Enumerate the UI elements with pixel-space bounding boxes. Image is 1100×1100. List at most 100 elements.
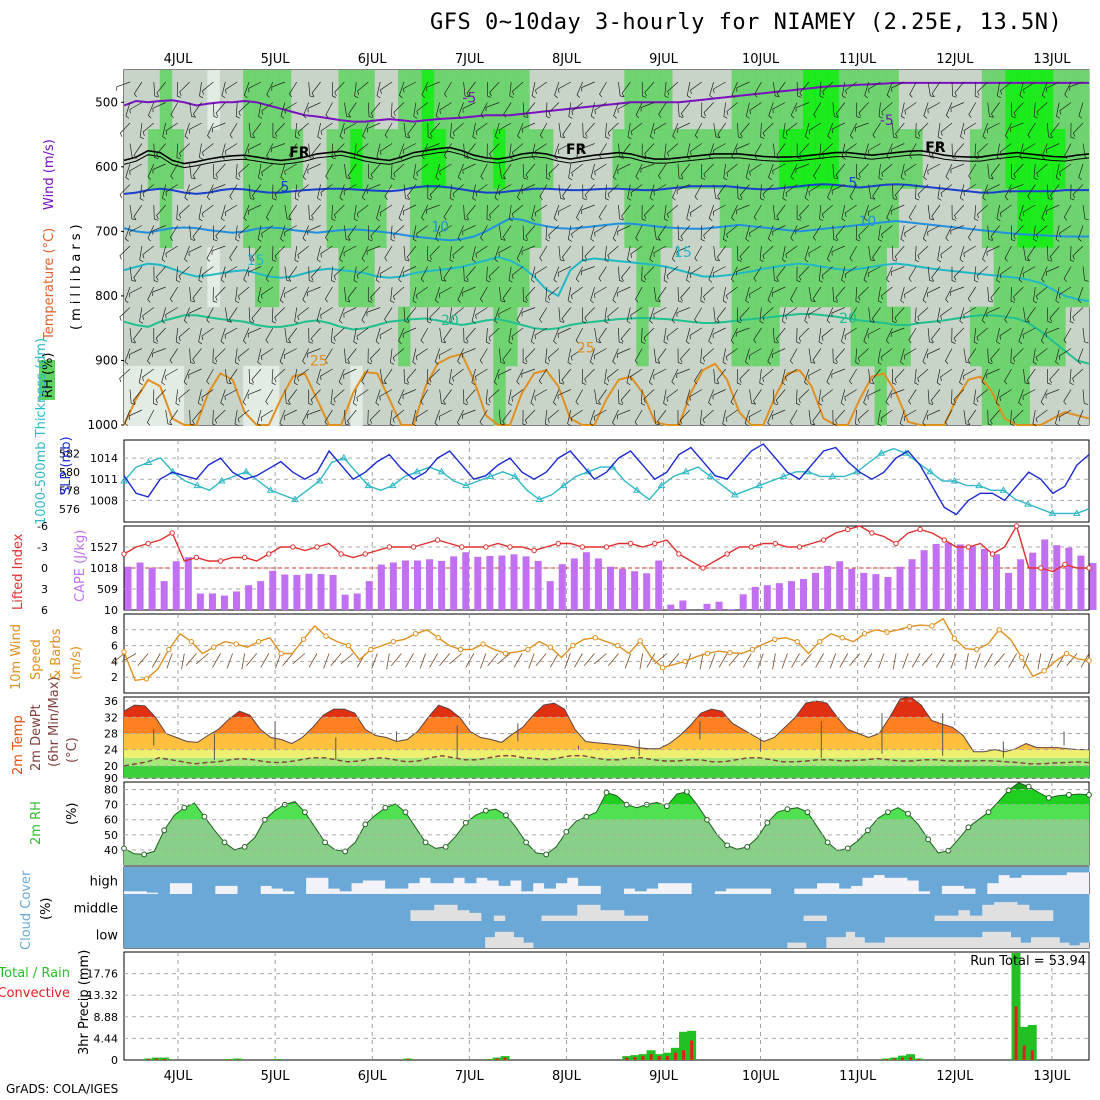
cloud-cell — [305, 867, 318, 878]
wind-barb — [739, 245, 750, 261]
wind-speed-line-point — [637, 638, 643, 644]
thickness-line-point — [755, 481, 764, 489]
lifted-index-line-point — [820, 537, 827, 543]
wind-barb — [864, 81, 869, 99]
wind-barb — [516, 368, 524, 385]
wind-barb — [521, 122, 536, 133]
wind-barb — [353, 204, 358, 222]
wind-barb — [228, 307, 238, 323]
wind-barb — [1023, 368, 1030, 385]
cape-bar — [160, 581, 168, 610]
cloud-cell — [913, 921, 924, 938]
rh-point — [603, 789, 610, 796]
wind-barb — [383, 368, 393, 385]
lifted-index-line-point — [989, 551, 996, 557]
wind-barb-10m — [757, 653, 764, 669]
wind-barb — [812, 286, 822, 303]
wind-barb — [475, 184, 488, 197]
wind-barb-10m — [439, 653, 450, 667]
wind-barb-10m — [1008, 653, 1017, 668]
wind-barb — [617, 225, 631, 236]
precip-convective-bar — [649, 1054, 653, 1060]
wind-barb — [280, 163, 286, 181]
date-label-bottom: 4JUL — [164, 1069, 194, 1084]
wind-barb — [201, 143, 214, 157]
wind-barb — [297, 307, 309, 321]
wind-barb — [220, 204, 226, 222]
cloud-cell — [861, 867, 874, 878]
wind-barb — [689, 266, 702, 279]
wind-barb — [877, 409, 882, 427]
cloud-cell — [445, 894, 459, 905]
wind-barb — [522, 348, 527, 365]
wind-barb — [736, 204, 750, 215]
wind-barb — [990, 286, 1000, 302]
wind-barb — [189, 409, 195, 426]
wind-barb-10m — [878, 653, 885, 669]
cloud-cell — [282, 867, 295, 892]
wind-barb — [1013, 286, 1024, 301]
wind-barb — [188, 307, 202, 318]
cloud-cell — [339, 867, 352, 892]
wind-barb — [331, 204, 336, 221]
wind-barb — [1082, 327, 1089, 344]
wind-barb — [649, 122, 655, 140]
wind-barb — [974, 204, 979, 222]
contour-label: FR — [289, 145, 310, 161]
wind-barb — [521, 307, 536, 317]
rh2m-label: 2m RH — [29, 801, 44, 845]
rh-cell — [826, 129, 840, 189]
wind-barb-10m — [308, 653, 318, 668]
thickness-line-point — [706, 472, 715, 479]
wind-barb-10m — [111, 653, 125, 665]
wind-barb — [271, 143, 286, 153]
wind-barb — [844, 204, 857, 217]
wind-barb — [129, 102, 143, 114]
wind-speed-line-point — [772, 636, 778, 642]
wind-barb — [545, 286, 550, 304]
wind-barb — [712, 327, 726, 339]
wind-barb — [558, 81, 571, 93]
lifted-index-line-point — [483, 544, 489, 550]
cloud-cell — [231, 894, 244, 921]
wind-barb — [621, 266, 631, 282]
wind-barb — [689, 389, 702, 401]
wind-barb — [522, 286, 528, 303]
wind-barb — [612, 409, 619, 426]
wind-barb — [772, 348, 786, 359]
wind-barb — [594, 286, 607, 299]
wind-barb — [435, 225, 441, 242]
wind-barb — [485, 389, 490, 406]
wind-barb-10m — [965, 653, 969, 670]
rh-cell — [660, 188, 673, 248]
contour-label: 5 — [280, 179, 289, 195]
wind-barb — [1023, 307, 1030, 323]
wind-barb — [621, 81, 631, 97]
wind-barb — [124, 286, 131, 304]
cloud-cell — [270, 921, 281, 948]
rh-point — [744, 843, 751, 850]
lifted-index-line-point — [290, 544, 296, 550]
wind-barb — [376, 204, 381, 222]
wind-barb — [545, 225, 550, 242]
rh-cell — [255, 365, 268, 426]
wind-barb — [119, 184, 131, 199]
wind-barb — [393, 163, 405, 178]
cloud-cell — [543, 921, 554, 948]
isotherm-5 — [123, 183, 1089, 195]
cloud-cell — [465, 921, 476, 948]
wind-barb — [666, 143, 679, 157]
wind-barb — [1069, 368, 1074, 386]
wind-barb — [531, 143, 536, 160]
wind-barb — [486, 143, 491, 160]
rh-cell — [648, 188, 661, 248]
wind-barb — [931, 204, 941, 220]
wind-barb — [575, 327, 584, 344]
thickness-tick: 580 — [59, 466, 80, 479]
cloud-cell — [714, 867, 727, 892]
wind-barb — [863, 389, 869, 406]
wind-barb — [375, 266, 381, 283]
wind-barb — [308, 266, 314, 283]
wind-barb — [785, 307, 798, 320]
wind-barb — [129, 266, 136, 282]
